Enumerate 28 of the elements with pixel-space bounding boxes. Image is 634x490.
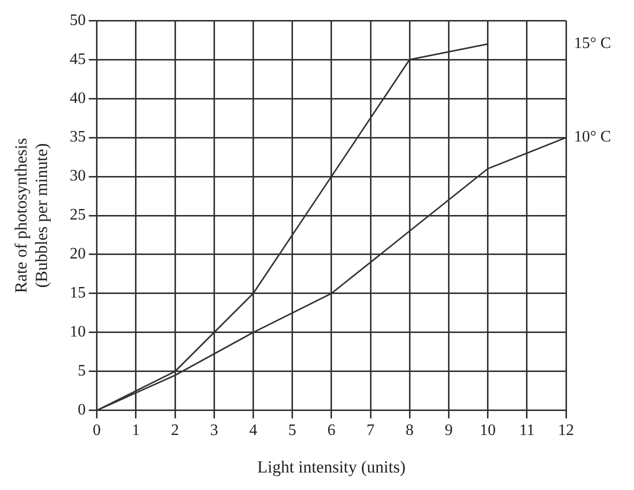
x-tick-label: 2 xyxy=(171,422,179,440)
y-tick-label: 25 xyxy=(70,206,86,224)
y-tick-label: 45 xyxy=(70,50,86,68)
x-tick-label: 11 xyxy=(519,422,535,440)
text: 15° C xyxy=(574,35,612,52)
y-tick-label: 30 xyxy=(70,168,86,185)
y-tick-label: 20 xyxy=(70,246,86,263)
x-tick-label: 0 xyxy=(92,422,101,440)
y-tick-label: 15 xyxy=(70,284,86,302)
x-tick-label: 7 xyxy=(366,422,374,440)
y-tick-label: 40 xyxy=(70,90,86,107)
y-tick-label: 0 xyxy=(78,402,86,419)
x-tick-label: 3 xyxy=(210,422,218,440)
series-label: 10° C xyxy=(574,128,612,146)
x-tick-label: 5 xyxy=(288,422,296,440)
x-tick-label: 6 xyxy=(327,422,336,440)
y-axis-title: Rate of photosynthesis (Bubbles per minute) xyxy=(12,138,52,293)
x-tick-label: 4 xyxy=(249,422,258,440)
x-axis-title: Light intensity (units) xyxy=(257,457,406,476)
x-tick-label: 10 xyxy=(480,422,496,440)
x-tick-label: 9 xyxy=(444,422,453,440)
y-tick-label: 50 xyxy=(70,12,86,29)
x-tick-label: 12 xyxy=(558,422,574,440)
y-tick-label: 35 xyxy=(70,128,86,146)
x-tick-label: 1 xyxy=(132,422,140,440)
y-tick-label: 5 xyxy=(78,362,86,380)
x-tick-label: 8 xyxy=(406,422,414,440)
y-tick-label: 10 xyxy=(70,324,86,341)
